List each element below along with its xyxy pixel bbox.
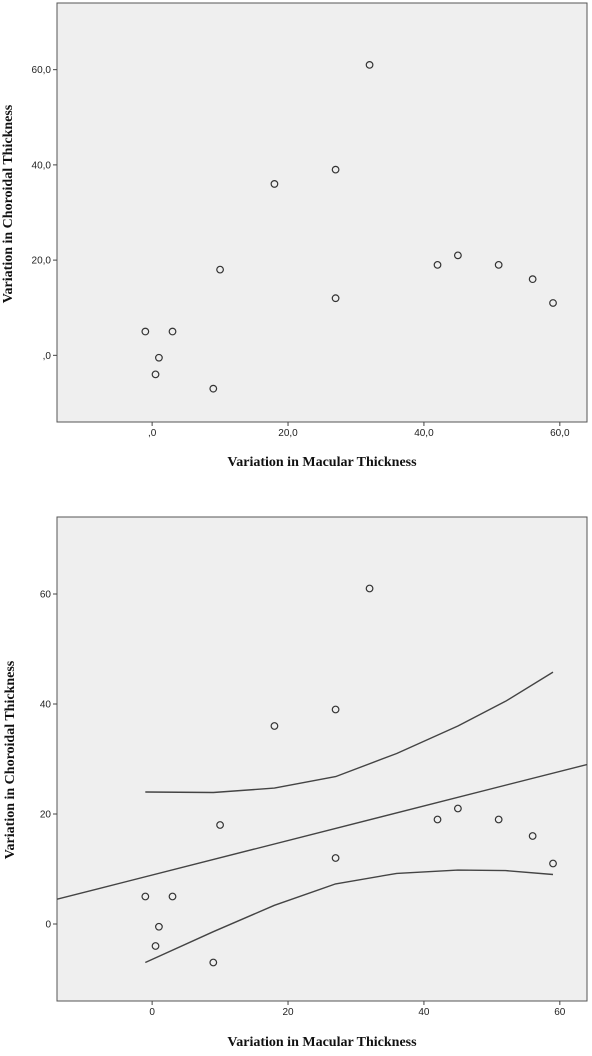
data-point [453, 251, 462, 260]
data-point [209, 958, 218, 967]
data-point [151, 370, 160, 379]
data-point [331, 705, 340, 714]
data-point [331, 854, 340, 862]
confidence-lower [145, 869, 554, 964]
x-tick-label: 40 [418, 1007, 430, 1018]
data-point [433, 815, 442, 824]
x-tick-label: 0 [149, 1007, 155, 1018]
data-point [549, 299, 557, 307]
y-tick-label: 60,0 [32, 65, 52, 76]
chart-2: 0 20 40 60 0 20 40 60 Variation in Macular Thick… [3, 516, 588, 1050]
data-point [331, 165, 340, 174]
data-point [141, 327, 150, 336]
y-tick-label: 20 [40, 810, 52, 821]
y-axis-label: Variation in Choroidal Thickness [3, 660, 18, 859]
data-point [168, 327, 177, 336]
y-tick-label: 40,0 [32, 160, 52, 171]
plot-area [56, 2, 588, 423]
data-point [494, 260, 503, 269]
y-tick-label: 40 [40, 700, 52, 711]
data-point [155, 353, 163, 362]
data-point [365, 60, 374, 69]
data-point [155, 922, 163, 931]
chart-1: ,0 20,0 40,0 60,0 ,0 20,0 40,0 60,0 Variation in… [1, 2, 588, 470]
data-point [216, 821, 224, 829]
data-point [270, 722, 279, 730]
x-axis-label: Variation in Macular Thickness [227, 1035, 417, 1050]
data-point [270, 180, 279, 188]
data-point [209, 384, 218, 393]
confidence-upper [145, 671, 554, 794]
y-tick-label: ,0 [43, 351, 52, 362]
y-tick-label: 20,0 [32, 256, 52, 267]
fit-line [57, 763, 587, 900]
plot-area [56, 516, 588, 1002]
data-point [528, 275, 537, 284]
y-tick-label: 60 [40, 590, 52, 601]
x-tick-label: 60 [554, 1007, 566, 1018]
x-tick-label: 60,0 [550, 428, 570, 439]
data-point [141, 892, 150, 901]
data-point [528, 832, 537, 840]
y-tick-label: 0 [45, 920, 51, 931]
data-point [494, 815, 503, 824]
x-axis-label: Variation in Macular Thickness [227, 455, 417, 470]
data-point [365, 584, 374, 593]
y-axis-label: Variation in Choroidal Thickness [1, 104, 16, 303]
x-tick-label: 20 [282, 1007, 294, 1018]
data-point [433, 260, 442, 269]
x-tick-label: ,0 [148, 428, 157, 439]
x-tick-label: 20,0 [278, 428, 298, 439]
data-point [453, 804, 462, 813]
data-point [216, 265, 224, 274]
x-tick-label: 40,0 [414, 428, 434, 439]
data-point [549, 859, 557, 868]
data-point [151, 942, 160, 950]
data-point [168, 892, 177, 901]
data-point [331, 294, 340, 303]
